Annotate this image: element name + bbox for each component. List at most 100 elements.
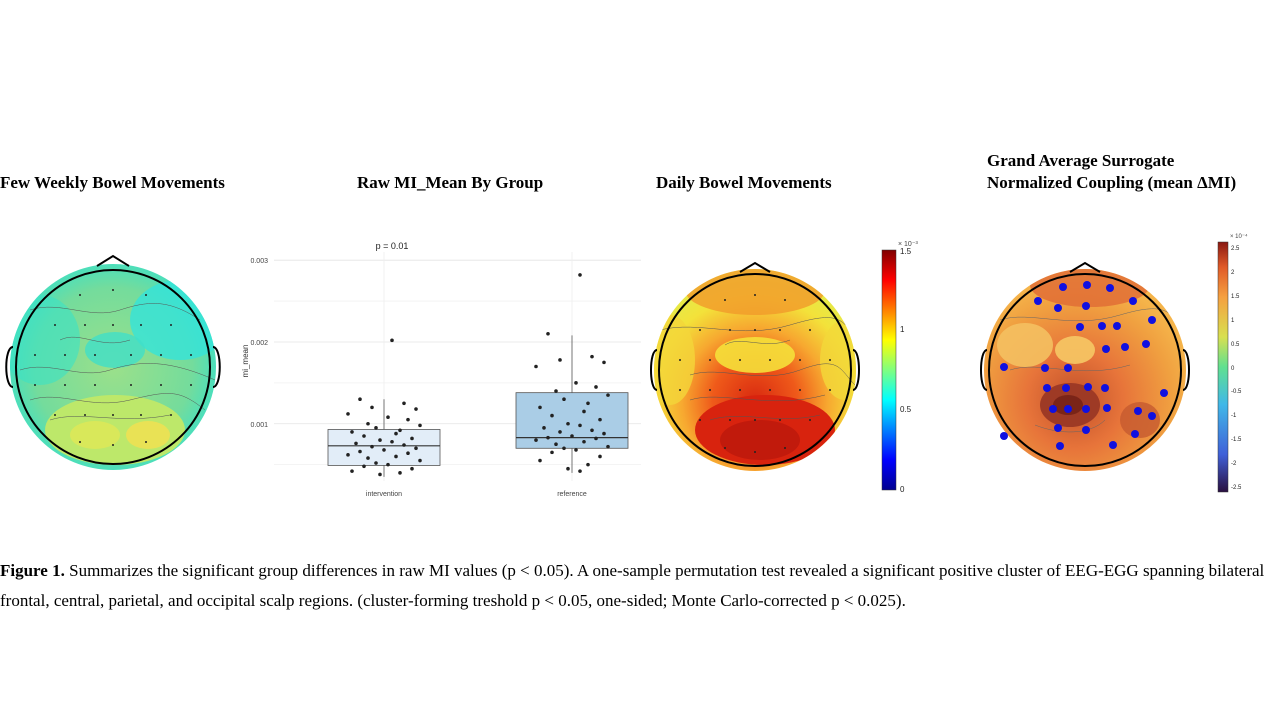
boxplot-chart: p = 0.01 mi_mean 0.003 0.002 0.001 inter… <box>241 241 641 498</box>
data-point <box>594 436 598 441</box>
panel2-title: Raw MI_Mean By Group <box>357 173 544 192</box>
data-point <box>402 401 406 406</box>
panel3-title: Daily Bowel Movements <box>656 173 832 192</box>
data-point <box>578 273 582 277</box>
figure-label: Figure 1. <box>0 561 65 580</box>
colorbar-tick: 1.5 <box>900 247 912 256</box>
data-point <box>562 397 566 402</box>
data-point <box>590 428 594 433</box>
colorbar-exponent: × 10⁻⁴ <box>1230 233 1248 240</box>
data-point <box>598 454 602 459</box>
data-point <box>378 438 382 442</box>
data-point <box>406 417 410 422</box>
data-point <box>586 401 590 406</box>
data-point <box>586 462 590 467</box>
y-tick-label: 0.001 <box>250 422 268 429</box>
data-point <box>378 472 382 477</box>
colorbar-tick: 2.5 <box>1231 246 1240 252</box>
topomap-grand-average <box>980 261 1190 471</box>
data-point <box>554 389 558 393</box>
data-point <box>554 442 558 446</box>
p-value-label: p = 0.01 <box>376 241 409 251</box>
data-point <box>370 444 374 449</box>
box-intervention <box>327 429 441 466</box>
data-point <box>390 338 394 343</box>
colorbar-tick: 1.5 <box>1231 294 1240 300</box>
data-point <box>582 409 586 414</box>
data-point <box>538 405 542 410</box>
data-point <box>366 421 370 426</box>
colorbar-tick: 0 <box>1231 366 1235 372</box>
data-point <box>358 449 362 454</box>
data-point <box>606 393 610 397</box>
data-point <box>370 405 374 410</box>
data-point <box>578 469 582 473</box>
data-point <box>598 417 602 422</box>
colorbar-tick: 2 <box>1231 270 1235 276</box>
data-point <box>566 421 570 426</box>
data-point <box>534 364 538 369</box>
panel1-title: Few Weekly Bowel Movements <box>0 173 225 192</box>
panel4-title: Grand Average Surrogate Normalized Coupl… <box>987 151 1237 192</box>
data-point <box>602 431 606 436</box>
data-point <box>582 439 586 444</box>
x-tick-intervention: intervention <box>366 491 402 498</box>
data-point <box>386 415 390 420</box>
data-point <box>346 453 350 457</box>
data-point <box>414 446 418 451</box>
data-point <box>374 426 378 430</box>
data-point <box>394 454 398 459</box>
data-point <box>546 331 550 336</box>
data-point <box>606 444 610 449</box>
x-tick-reference: reference <box>557 491 587 498</box>
data-point <box>362 434 366 438</box>
colorbar-grand-average: × 10⁻⁴ 2.5 2 1.5 1 0.5 0 -0.5 -1 -1.5 -2… <box>1217 233 1248 493</box>
colorbar-tick: 1 <box>900 325 905 334</box>
colorbar-tick: -0.5 <box>1231 389 1242 395</box>
data-point <box>538 458 542 463</box>
data-point <box>414 407 418 411</box>
data-point <box>590 354 594 359</box>
colorbar-tick: 1 <box>1231 318 1235 324</box>
data-point <box>410 436 414 441</box>
topomap-few-weekly <box>5 254 221 470</box>
colorbar-tick: 0.5 <box>900 405 912 414</box>
y-tick-label: 0.002 <box>250 340 268 347</box>
colorbar-tick: -1 <box>1231 413 1237 419</box>
caption-text: Summarizes the significant group differe… <box>0 561 1265 610</box>
data-point <box>534 438 538 442</box>
data-point <box>398 471 402 475</box>
data-point <box>410 466 414 471</box>
data-point <box>578 423 582 428</box>
colorbar-tick: -2.5 <box>1231 485 1242 491</box>
data-points <box>346 273 610 477</box>
data-point <box>558 430 562 434</box>
data-point <box>570 434 574 438</box>
colorbar-exponent: × 10⁻³ <box>898 241 919 248</box>
data-point <box>354 441 358 446</box>
data-point <box>566 466 570 471</box>
colorbar-tick: 0.5 <box>1231 342 1240 348</box>
y-tick-label: 0.003 <box>250 258 268 265</box>
data-point <box>350 469 354 473</box>
data-point <box>594 385 598 389</box>
data-point <box>346 412 350 416</box>
data-point <box>398 428 402 433</box>
data-point <box>366 456 370 460</box>
data-point <box>542 426 546 430</box>
figure-caption: Figure 1. Summarizes the significant gro… <box>0 556 1270 616</box>
box-reference <box>515 392 629 449</box>
data-point <box>418 458 422 463</box>
colorbar-daily: × 10⁻³ 1.5 1 0.5 0 <box>881 241 919 494</box>
data-point <box>358 397 362 402</box>
data-point <box>390 439 394 444</box>
colorbar-tick: -1.5 <box>1231 437 1242 443</box>
colorbar-tick: -2 <box>1231 461 1237 467</box>
data-point <box>546 435 550 440</box>
data-point <box>574 381 578 385</box>
data-point <box>386 462 390 467</box>
data-point <box>558 358 562 362</box>
data-point <box>362 464 366 469</box>
data-point <box>394 431 398 436</box>
data-point <box>550 450 554 455</box>
